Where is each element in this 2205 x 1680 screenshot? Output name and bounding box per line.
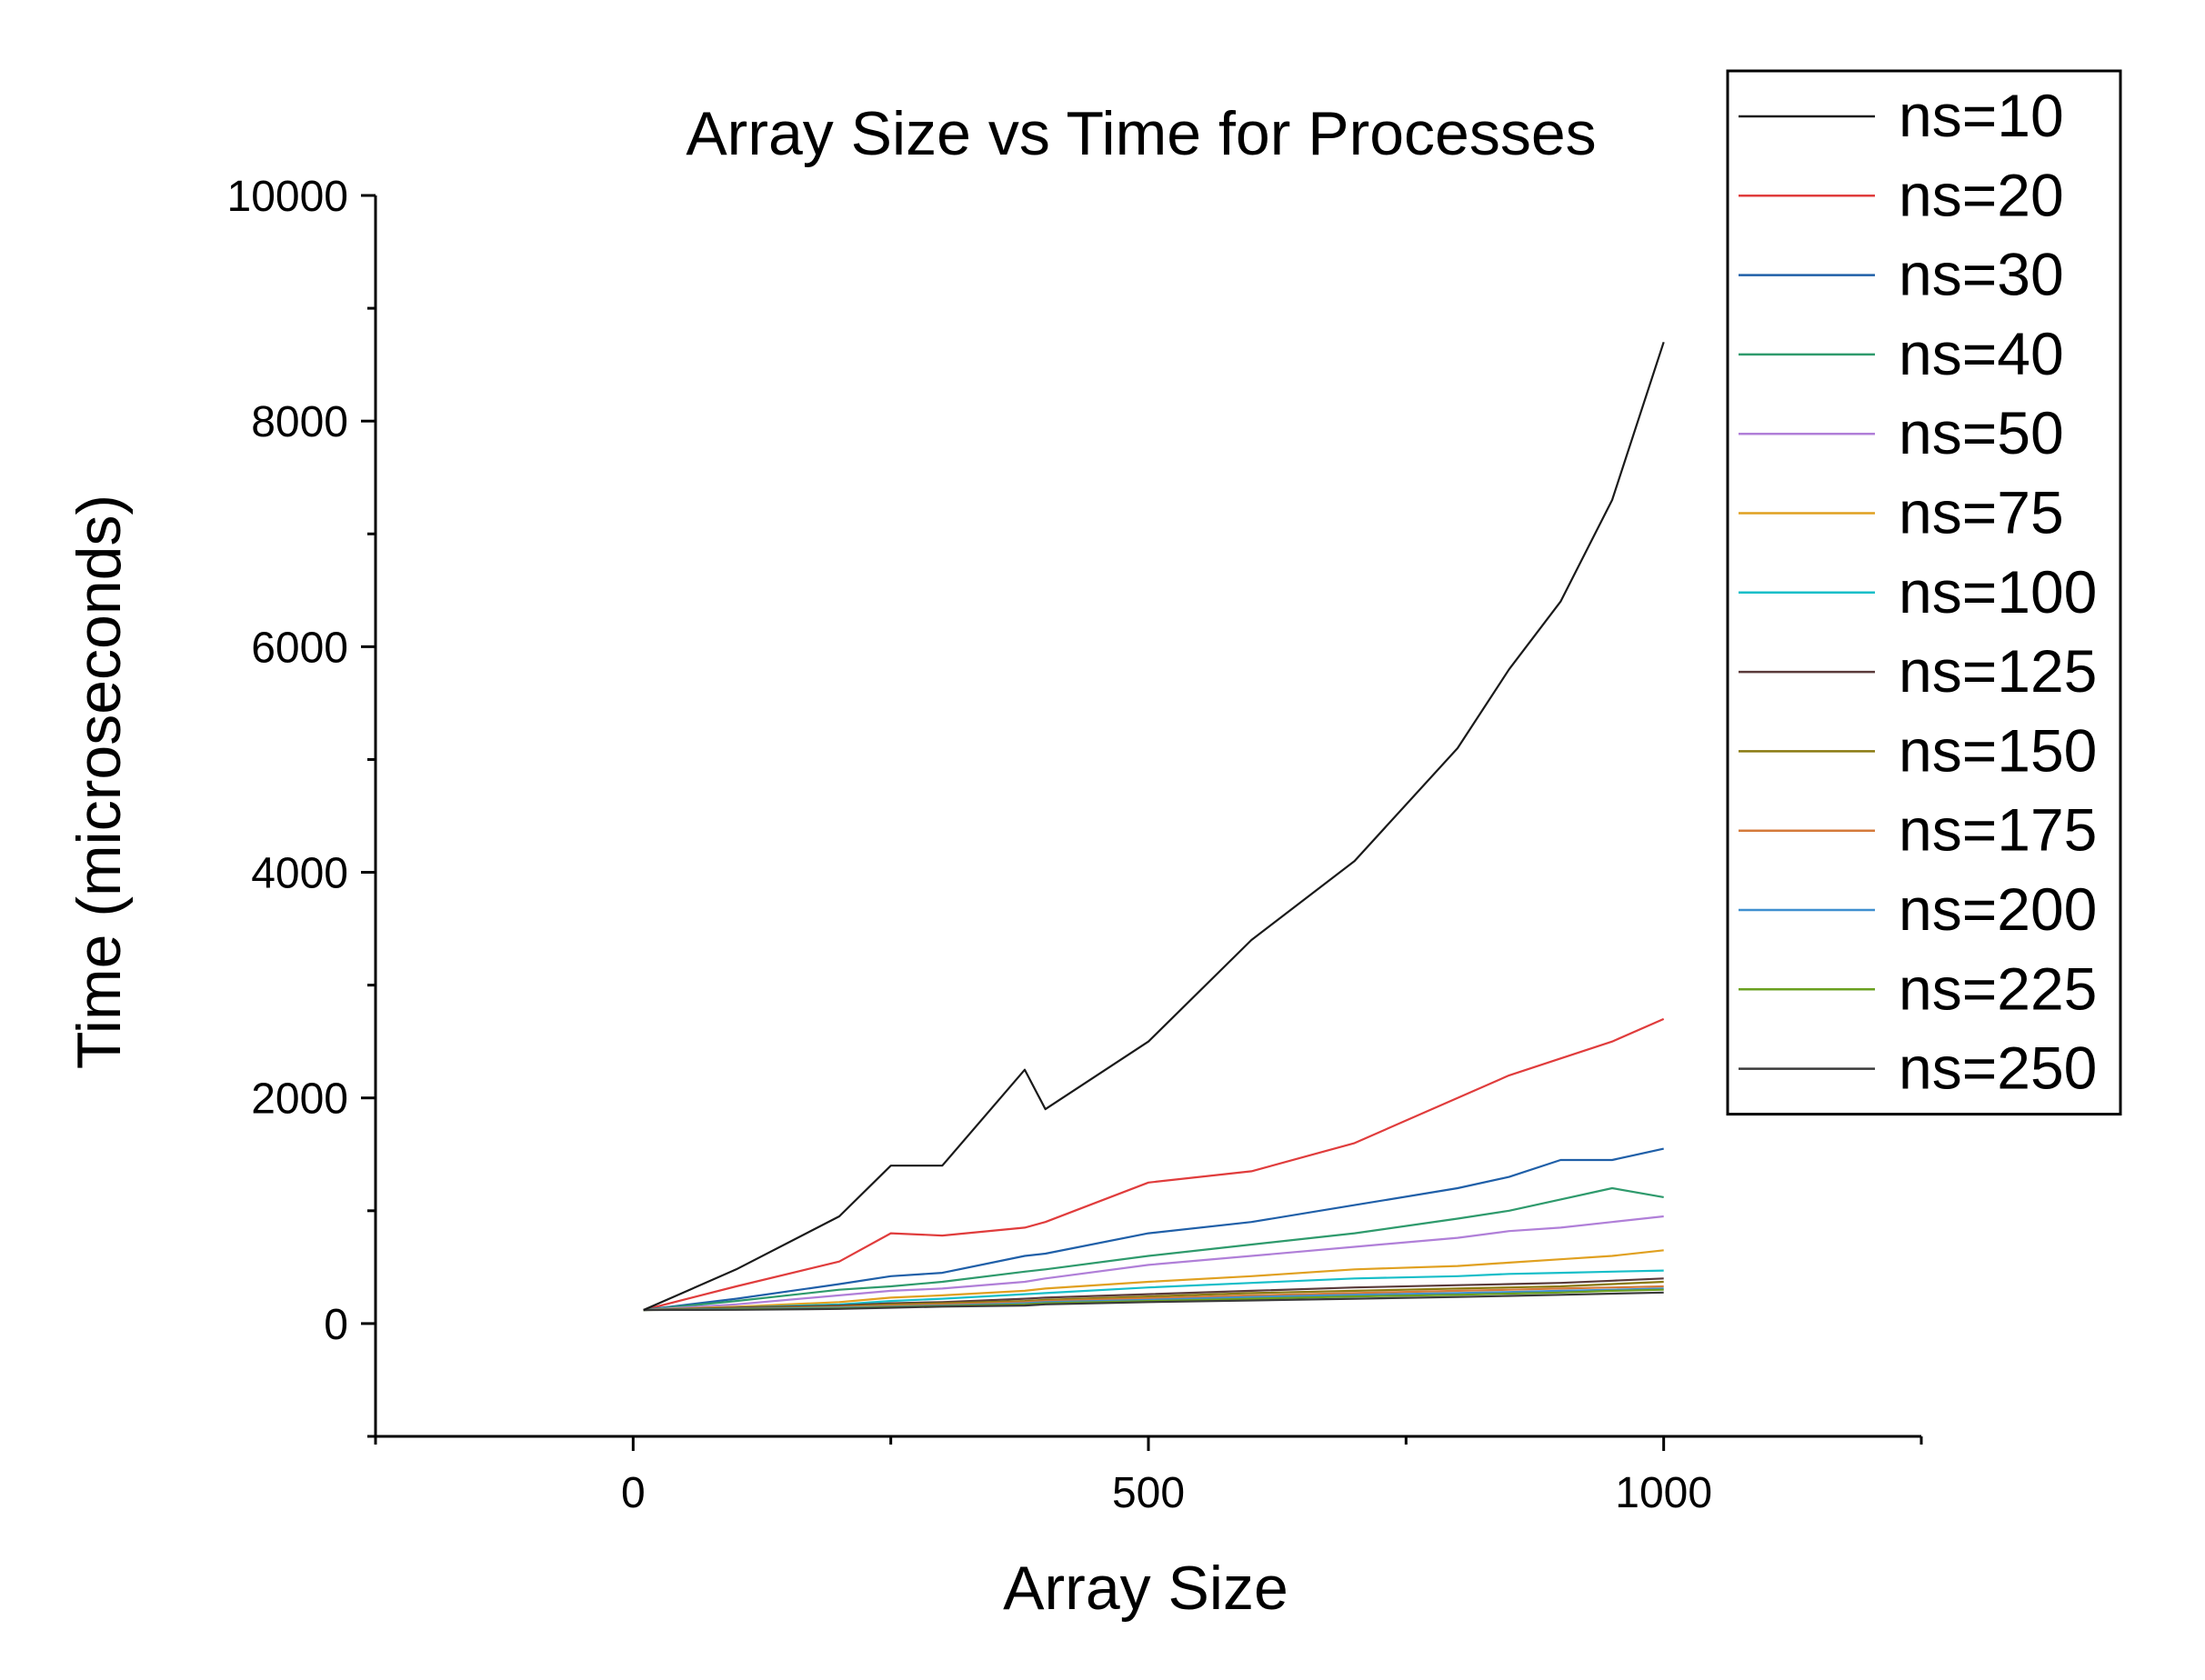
series-line-ns-30 [643,1147,1664,1312]
series-line-ns-75 [643,1249,1664,1312]
series-line-ns-250 [643,1291,1664,1312]
series-line-ns-50 [643,1215,1664,1312]
series-line-ns-20 [643,1017,1665,1312]
y-tick-label: 6000 [251,624,348,672]
x-tick-label: 1000 [1615,1469,1712,1517]
y-tick-label: 2000 [251,1075,348,1124]
y-tick-label: 0 [324,1301,348,1349]
y-tick-label: 10000 [227,173,348,221]
legend-label: ns=225 [1899,955,2097,1022]
legend-label: ns=50 [1899,399,2064,466]
legend-label: ns=30 [1899,241,2064,308]
legend-label: ns=200 [1899,875,2097,943]
legend-label: ns=100 [1899,558,2097,625]
series-group [643,341,1665,1312]
chart-title: Array Size vs Time for Processes [686,99,1596,168]
legend-label: ns=10 [1899,82,2064,149]
legend-label: ns=40 [1899,320,2064,387]
legend-label: ns=150 [1899,716,2097,784]
legend-label: ns=175 [1899,796,2097,864]
axes: 0 2000 4000 6000 8000 10000 0 500 1000 [227,173,1923,1517]
legend-label: ns=20 [1899,161,2064,228]
series-line-ns-40 [643,1186,1664,1312]
legend-label: ns=75 [1899,479,2064,546]
series-line-ns-100 [643,1269,1664,1312]
legend: ns=10 ns=20 ns=30 ns=40 ns=50 ns=75 ns=100 ns=1… [1726,69,2122,1116]
legend-label: ns=125 [1899,637,2097,705]
x-axis-title: Array Size [1003,1554,1288,1623]
legend-label: ns=250 [1899,1035,2097,1102]
y-tick-label: 8000 [251,398,348,446]
series-line-ns-10 [643,341,1665,1312]
x-tick-label: 0 [621,1469,646,1517]
y-axis-title: Time (microseconds) [65,495,134,1069]
x-tick-label: 500 [1112,1469,1185,1517]
y-tick-label: 4000 [251,850,348,898]
series-line-ns-125 [643,1277,1664,1312]
